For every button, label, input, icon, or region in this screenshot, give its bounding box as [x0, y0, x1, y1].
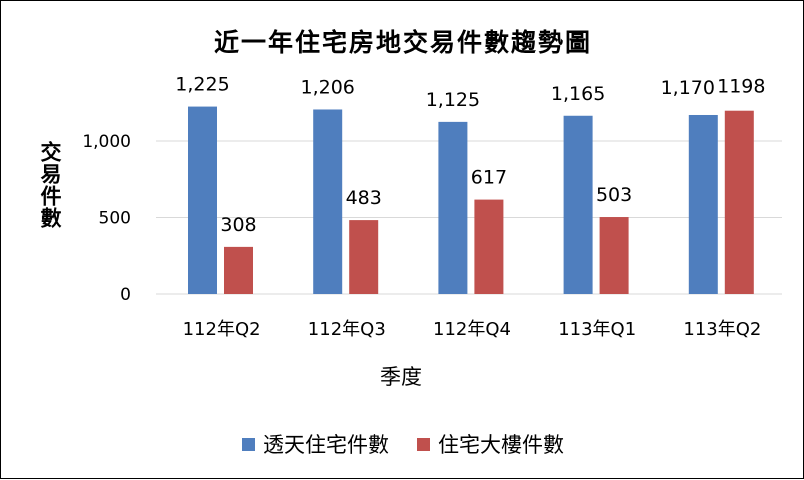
data-label: 1198	[717, 76, 765, 98]
data-label: 617	[471, 167, 507, 189]
legend-swatch-detached	[242, 437, 255, 451]
bar	[563, 115, 593, 294]
bar	[599, 217, 629, 294]
legend-swatch-building	[417, 437, 430, 451]
x-tick-label: 113年Q1	[558, 319, 636, 340]
legend-label-detached: 透天住宅件數	[263, 433, 389, 457]
legend: 透天住宅件數 住宅大樓件數	[1, 429, 804, 459]
x-tick-label: 113年Q2	[683, 319, 761, 340]
data-label: 308	[220, 214, 256, 236]
bars	[188, 106, 754, 295]
data-label: 1,165	[551, 83, 605, 105]
data-label: 1,125	[426, 89, 480, 111]
data-label: 483	[346, 187, 382, 209]
y-tick-label: 500	[99, 209, 131, 229]
bar	[188, 106, 217, 294]
bar	[224, 246, 253, 294]
bar	[724, 110, 754, 295]
x-tick-label: 112年Q4	[433, 319, 511, 340]
bar	[688, 114, 718, 295]
gridlines	[156, 140, 782, 295]
legend-label-building: 住宅大樓件數	[438, 433, 564, 457]
data-label: 503	[596, 184, 632, 206]
data-label: 1,225	[175, 74, 229, 96]
data-label: 1,170	[661, 77, 715, 99]
legend-item-building: 住宅大樓件數	[417, 429, 564, 459]
data-label: 1,206	[300, 76, 354, 98]
x-tick-label: 112年Q3	[308, 319, 386, 340]
legend-item-detached: 透天住宅件數	[242, 429, 389, 459]
x-tick-label: 112年Q2	[183, 319, 261, 340]
y-axis-label: 交易件數	[38, 141, 62, 229]
bar	[313, 109, 343, 295]
chart-title: 近一年住宅房地交易件數趨勢圖	[213, 28, 592, 57]
y-tick-label: 1,000	[82, 132, 131, 152]
labels: 0 500 1,000 1,225 1,206 1,125 1,165 1,170 308 483…	[82, 74, 765, 340]
x-axis-label: 季度	[380, 365, 422, 389]
bar	[349, 220, 379, 294]
y-tick-label: 0	[120, 285, 131, 305]
bar	[474, 199, 504, 294]
bar	[438, 121, 468, 294]
